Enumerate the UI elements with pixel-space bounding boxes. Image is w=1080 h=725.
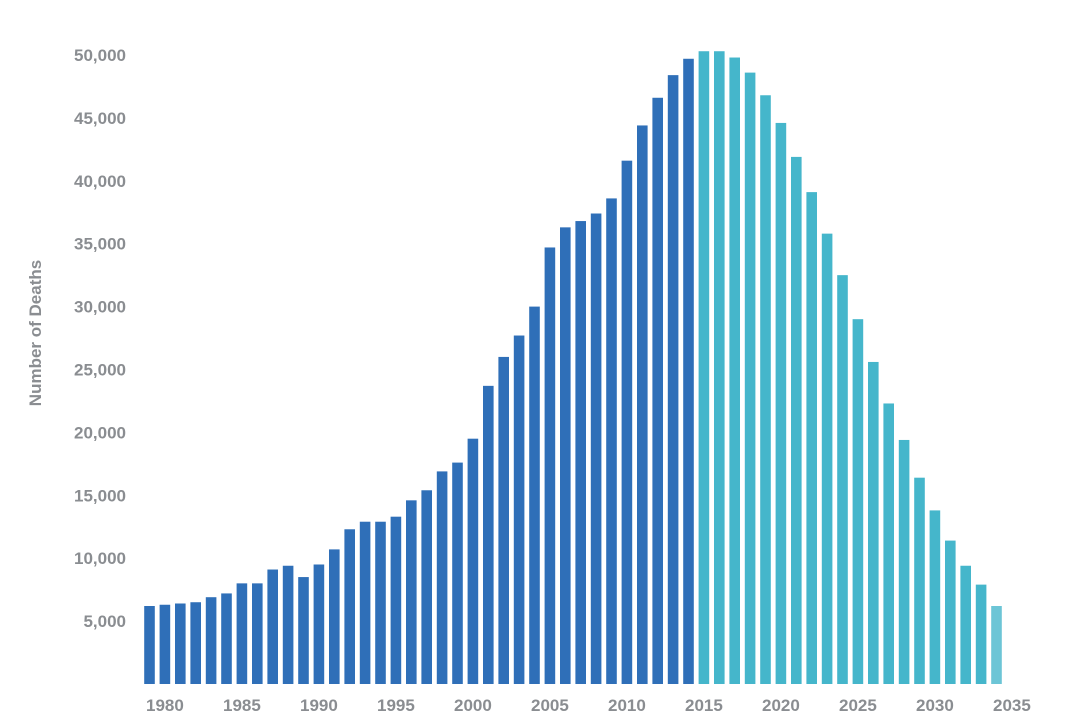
bar-1979 — [144, 606, 155, 684]
bar-2007 — [575, 221, 586, 684]
bar-2015 — [698, 51, 710, 685]
x-tick-label: 1980 — [146, 696, 184, 715]
bar-2013 — [667, 75, 679, 684]
y-tick-label: 10,000 — [74, 549, 126, 568]
bar-1990 — [313, 564, 325, 684]
bar-2001 — [483, 385, 494, 684]
x-tick-label: 2015 — [685, 696, 723, 715]
bar-1996 — [406, 500, 417, 684]
bar-1991 — [329, 549, 340, 684]
bar-2009 — [606, 198, 617, 684]
bar-2002 — [498, 356, 509, 684]
x-tick-label: 1985 — [223, 696, 261, 715]
bar-1985 — [236, 583, 248, 684]
bar-2019 — [760, 95, 771, 684]
bar-1987 — [267, 569, 278, 684]
bar-2014 — [683, 58, 694, 684]
bar-2012 — [652, 97, 663, 684]
y-tick-label: 25,000 — [74, 361, 126, 380]
bar-1986 — [252, 583, 263, 684]
y-axis-title: Number of Deaths — [26, 260, 45, 406]
bar-1989 — [298, 577, 309, 684]
x-tick-label: 2005 — [531, 696, 569, 715]
bar-1992 — [344, 529, 355, 684]
bar-2018 — [744, 72, 756, 685]
bar-2005 — [544, 247, 556, 684]
x-tick-label: 1990 — [300, 696, 338, 715]
bar-2026 — [868, 361, 879, 684]
y-tick-label: 5,000 — [83, 612, 126, 631]
bar-2032 — [960, 565, 971, 684]
bar-1984 — [221, 593, 232, 684]
bar-2022 — [806, 192, 817, 684]
bar-2034 — [991, 606, 1002, 684]
bar-2024 — [837, 275, 848, 684]
bar-2025 — [852, 319, 864, 684]
bar-1981 — [175, 603, 186, 684]
bar-2021 — [791, 156, 802, 684]
bar-1993 — [359, 521, 371, 684]
bar-2028 — [898, 439, 910, 684]
bar-2029 — [914, 477, 925, 684]
x-tick-label: 2000 — [454, 696, 492, 715]
bar-2017 — [729, 57, 740, 684]
bar-2010 — [621, 160, 633, 685]
y-tick-label: 40,000 — [74, 172, 126, 191]
bars — [144, 51, 1002, 685]
bar-1983 — [205, 597, 217, 684]
x-tick-label: 2020 — [762, 696, 800, 715]
y-tick-label: 35,000 — [74, 235, 126, 254]
x-tick-label: 1995 — [377, 696, 415, 715]
bar-1980 — [159, 604, 171, 684]
bar-2030 — [929, 510, 941, 684]
y-tick-label: 45,000 — [74, 109, 126, 128]
bar-2006 — [560, 227, 571, 684]
bar-2000 — [467, 438, 479, 684]
bar-2008 — [590, 213, 602, 684]
x-tick-label: 2035 — [993, 696, 1031, 715]
bar-2031 — [945, 540, 956, 684]
x-axis-ticks: 1980 1985 1990 1995 2000 2005 2010 2015 2020 2025… — [146, 696, 1031, 715]
bar-1997 — [421, 490, 432, 684]
x-tick-label: 2010 — [608, 696, 646, 715]
x-tick-label: 2025 — [839, 696, 877, 715]
bar-2003 — [513, 335, 525, 684]
y-tick-label: 15,000 — [74, 486, 126, 505]
bar-1982 — [190, 602, 201, 684]
bar-2020 — [775, 122, 787, 685]
y-tick-label: 30,000 — [74, 298, 126, 317]
bar-1994 — [375, 521, 386, 684]
bar-2011 — [637, 125, 648, 684]
bar-1998 — [436, 471, 448, 684]
y-tick-label: 50,000 — [74, 46, 126, 65]
bar-2004 — [529, 306, 540, 684]
bar-2027 — [883, 403, 894, 684]
bar-1995 — [390, 516, 402, 684]
x-tick-label: 2030 — [916, 696, 954, 715]
bar-2033 — [975, 584, 987, 684]
bar-2023 — [821, 233, 833, 684]
y-tick-label: 20,000 — [74, 423, 126, 442]
y-axis-ticks: 5,000 10,000 15,000 20,000 25,000 30,000 35,00… — [74, 46, 126, 631]
bar-1988 — [282, 565, 294, 684]
bar-1999 — [452, 462, 463, 684]
bar-2016 — [714, 51, 725, 685]
